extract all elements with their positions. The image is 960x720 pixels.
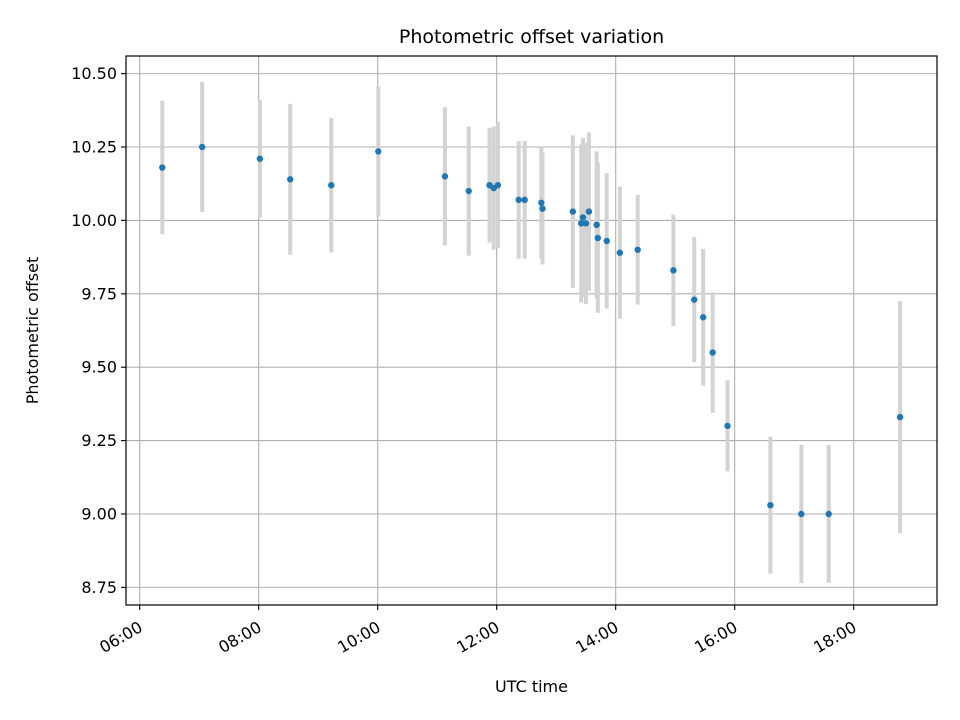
data-point: [593, 221, 600, 229]
data-point: [494, 181, 502, 189]
data-point: [375, 148, 382, 155]
y-tick-label: 10.00: [71, 211, 117, 230]
data-point: [896, 413, 904, 421]
data-point: [699, 314, 707, 321]
grid-lines: [126, 56, 937, 605]
y-tick-label: 8.75: [81, 578, 117, 597]
y-tick-label: 9.25: [81, 431, 117, 450]
y-axis-ticks: 8.75 9.00 9.25 9.50 9.75 10.00 10.25 10.50: [71, 64, 126, 597]
data-point: [616, 249, 624, 256]
data-point: [256, 155, 264, 162]
data-point: [465, 187, 472, 195]
data-point: [691, 296, 698, 303]
y-tick-label: 9.00: [81, 504, 117, 523]
data-point: [825, 510, 832, 518]
data-point: [577, 220, 585, 227]
data-points: [159, 143, 904, 518]
data-point: [634, 246, 641, 253]
data-point: [287, 176, 294, 183]
data-point: [198, 143, 206, 151]
data-point: [159, 164, 166, 171]
data-point: [724, 422, 731, 430]
y-tick-label: 10.50: [71, 64, 117, 83]
data-point: [594, 234, 602, 242]
data-point: [328, 181, 335, 189]
y-tick-label: 9.50: [81, 358, 117, 377]
data-point: [585, 208, 593, 215]
data-point: [767, 501, 774, 509]
data-point: [579, 214, 587, 221]
y-tick-label: 10.25: [71, 138, 117, 157]
data-point: [515, 196, 522, 204]
x-axis-title: UTC time: [495, 677, 568, 696]
y-axis-title: Photometric offset: [23, 257, 42, 405]
plot-frame: [125, 55, 938, 606]
data-point: [582, 220, 590, 227]
data-point: [441, 173, 449, 180]
data-point: [603, 237, 610, 245]
data-point: [798, 510, 805, 518]
chart-title: Photometric offset variation: [399, 26, 664, 48]
y-tick-label: 9.75: [81, 284, 117, 303]
data-point: [709, 349, 716, 356]
data-point: [538, 199, 545, 206]
data-point: [521, 196, 528, 204]
data-point: [539, 205, 546, 212]
data-point: [670, 267, 677, 274]
data-point: [569, 208, 577, 215]
